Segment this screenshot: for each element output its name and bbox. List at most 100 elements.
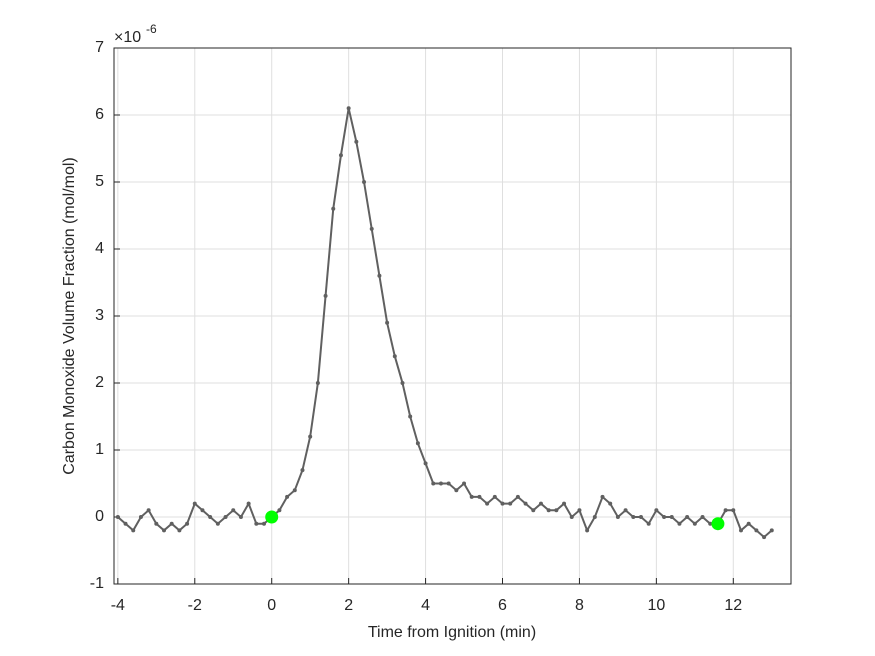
data-point: [515, 494, 520, 499]
x-tick-label: 8: [575, 597, 584, 614]
data-point: [138, 515, 143, 519]
data-point: [592, 515, 597, 519]
data-point: [123, 521, 128, 526]
data-point: [746, 521, 751, 526]
y-tick-label: 0: [95, 508, 104, 525]
data-point: [146, 508, 151, 513]
y-exponent-power: -6: [146, 22, 157, 36]
data-point: [315, 381, 320, 385]
data-point: [369, 226, 374, 231]
data-point: [585, 528, 590, 533]
data-point: [523, 501, 528, 506]
data-point: [423, 461, 428, 466]
y-exponent-base: ×10: [114, 29, 141, 46]
data-point: [254, 521, 259, 526]
data-point: [292, 488, 297, 493]
x-tick-label: 6: [498, 597, 507, 614]
y-tick-label: 3: [95, 307, 104, 324]
data-point: [708, 521, 713, 526]
data-point: [692, 521, 697, 526]
data-point: [346, 106, 351, 111]
data-point: [262, 521, 267, 526]
data-point: [415, 441, 420, 446]
data-point: [762, 535, 767, 540]
data-point: [392, 354, 397, 359]
data-point: [400, 381, 405, 385]
data-point: [477, 494, 482, 499]
data-point: [377, 273, 382, 278]
data-point: [600, 494, 605, 499]
data-point: [431, 481, 436, 486]
y-tick-label: 7: [95, 39, 104, 56]
y-tick-label: 4: [95, 240, 104, 257]
data-point: [192, 501, 197, 506]
data-point: [208, 515, 213, 519]
data-point: [531, 508, 536, 513]
data-point: [238, 515, 243, 519]
data-point: [508, 501, 513, 506]
x-tick-label: 2: [344, 597, 353, 614]
y-tick-label: -1: [90, 575, 104, 592]
data-point: [469, 494, 474, 499]
data-point: [385, 320, 390, 325]
data-point: [177, 528, 182, 533]
data-point: [538, 501, 543, 506]
data-point: [669, 515, 674, 519]
data-point: [492, 494, 497, 499]
data-point: [215, 521, 220, 526]
x-tick-label: -2: [188, 597, 202, 614]
data-point: [546, 508, 551, 513]
y-axis-label: Carbon Monoxide Volume Fraction (mol/mol…: [61, 157, 78, 474]
data-point: [115, 515, 120, 519]
data-point: [308, 434, 313, 439]
data-point: [331, 206, 336, 211]
data-point: [438, 481, 443, 486]
data-point: [154, 521, 159, 526]
data-point: [131, 528, 136, 533]
x-tick-label: -4: [111, 597, 125, 614]
data-point: [562, 501, 567, 506]
data-point: [646, 521, 651, 526]
data-point: [577, 508, 582, 513]
data-point: [408, 414, 413, 419]
data-point: [723, 508, 728, 513]
data-point: [162, 528, 167, 533]
data-point: [323, 293, 328, 298]
x-tick-label: 10: [647, 597, 665, 614]
data-point: [754, 528, 759, 533]
data-point: [246, 501, 251, 506]
data-point: [631, 515, 636, 519]
data-point: [615, 515, 620, 519]
y-tick-label: 6: [95, 106, 104, 123]
data-point: [300, 468, 305, 473]
y-tick-label: 5: [95, 173, 104, 190]
data-point: [277, 508, 282, 513]
data-point: [569, 515, 574, 519]
data-point: [200, 508, 205, 513]
data-point: [362, 180, 367, 184]
data-point: [554, 508, 559, 513]
data-point: [231, 508, 236, 513]
axes-box: [113, 47, 792, 585]
y-tick-label: 2: [95, 374, 104, 391]
y-tick-label: 1: [95, 441, 104, 458]
data-point: [738, 528, 743, 533]
data-point: [731, 508, 736, 513]
event-marker: [711, 517, 725, 531]
x-tick-label: 4: [421, 597, 430, 614]
x-axis-label: Time from Ignition (min): [368, 624, 536, 641]
data-point: [185, 521, 190, 526]
data-point: [500, 501, 505, 506]
data-point: [623, 508, 628, 513]
data-point: [354, 139, 359, 144]
data-point: [454, 488, 459, 493]
data-point: [169, 521, 174, 526]
data-point: [769, 528, 774, 533]
event-marker: [265, 510, 279, 524]
data-point: [662, 515, 667, 519]
data-point: [685, 515, 690, 519]
data-point: [446, 481, 451, 486]
data-point: [338, 153, 343, 158]
data-point: [485, 501, 490, 506]
